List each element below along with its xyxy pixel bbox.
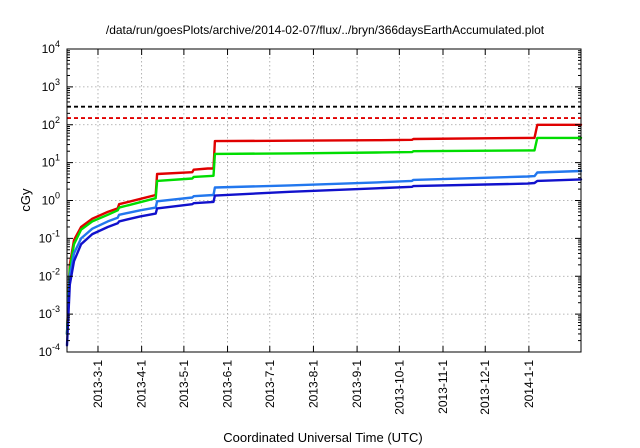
- y-tick-exponent: -4: [52, 342, 60, 352]
- y-tick-label: 103: [42, 77, 60, 94]
- y-tick-base: 10: [42, 156, 56, 170]
- y-tick-label: 10-3: [39, 304, 60, 321]
- x-tick-label: 2013-7-1: [263, 360, 277, 408]
- y-tick-base: 10: [39, 269, 53, 283]
- series-line-3: [65, 169, 583, 336]
- y-tick-base: 10: [42, 194, 56, 208]
- axis-ticks: [67, 48, 581, 353]
- series-line-4: [65, 178, 583, 347]
- y-tick-exponent: -3: [52, 304, 60, 314]
- y-tick-exponent: -1: [52, 228, 60, 238]
- y-tick-exponent: 2: [55, 115, 60, 125]
- x-tick-label: 2013-9-1: [350, 360, 364, 408]
- y-tick-exponent: 0: [55, 191, 60, 201]
- y-tick-label: 10-4: [39, 342, 60, 359]
- y-tick-base: 10: [39, 307, 53, 321]
- x-tick-label: 2013-6-1: [221, 360, 235, 408]
- x-tick-label: 2013-3-1: [91, 360, 105, 408]
- y-axis-label: cGy: [18, 188, 33, 212]
- y-tick-label: 10-2: [39, 266, 60, 283]
- x-tick-labels: 2013-3-1 2013-4-1 2013-5-1 2013-6-1 2013-7-1…: [91, 360, 536, 415]
- y-tick-exponent: 3: [55, 77, 60, 87]
- y-tick-exponent: 1: [55, 153, 60, 163]
- y-tick-exponent: -2: [52, 266, 60, 276]
- x-tick-label: 2013-10-1: [392, 360, 406, 415]
- y-tick-base: 10: [39, 231, 53, 245]
- y-tick-label: 102: [42, 115, 60, 132]
- y-tick-label: 100: [42, 191, 60, 208]
- x-tick-label: 2013-8-1: [306, 360, 320, 408]
- x-tick-label: 2013-12-1: [478, 360, 492, 415]
- x-tick-label: 2013-5-1: [177, 360, 191, 408]
- series-lines: [65, 123, 583, 347]
- chart-title: /data/run/goesPlots/archive/2014-02-07/f…: [106, 23, 545, 37]
- x-tick-label: 2014-1-1: [522, 360, 536, 408]
- reference-lines: [67, 105, 581, 119]
- series-line-1: [65, 123, 583, 336]
- x-tick-label: 2013-11-1: [436, 360, 450, 414]
- y-tick-label: 101: [42, 153, 60, 170]
- y-tick-base: 10: [42, 118, 56, 132]
- y-tick-label: 10-1: [39, 228, 60, 245]
- series-line-2: [65, 136, 583, 336]
- y-tick-exponent: 4: [55, 39, 60, 49]
- y-tick-label: 104: [42, 39, 60, 56]
- x-axis-label: Coordinated Universal Time (UTC): [223, 430, 422, 445]
- y-tick-base: 10: [42, 42, 56, 56]
- y-tick-base: 10: [39, 345, 53, 359]
- x-tick-label: 2013-4-1: [135, 360, 149, 408]
- y-tick-base: 10: [42, 80, 56, 94]
